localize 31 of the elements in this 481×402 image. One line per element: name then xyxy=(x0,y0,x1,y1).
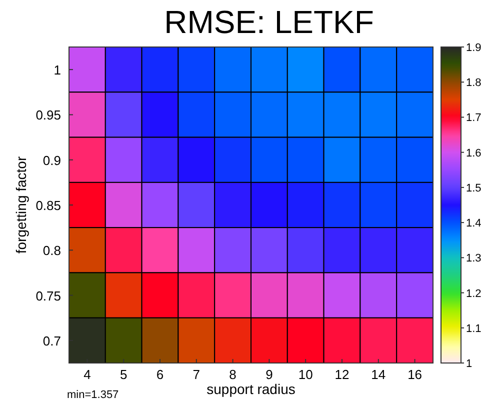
color-bar-label: 1.6 xyxy=(466,147,481,160)
color-bar-label: 1.9 xyxy=(466,42,481,54)
y-axis-title: forgetting factor xyxy=(13,156,29,254)
color-bar-label: 1 xyxy=(466,358,472,370)
y-tick-label: 0.8 xyxy=(42,243,61,258)
x-tick-label: 5 xyxy=(120,367,128,382)
x-tick-label: 16 xyxy=(408,367,422,382)
color-bar-label: 1.1 xyxy=(466,322,481,335)
y-tick-label: 0.95 xyxy=(36,108,61,123)
y-tick-label: 0.75 xyxy=(36,288,61,304)
y-tick-label: 0.9 xyxy=(42,152,61,168)
text: min=1.357 xyxy=(67,389,119,401)
x-axis-title: support radius xyxy=(206,381,296,397)
color-bar-label: 1.5 xyxy=(466,182,481,194)
x-tick-label: 8 xyxy=(229,367,236,382)
y-tick-label: 0.7 xyxy=(42,333,61,348)
y-tick-label: 1 xyxy=(54,62,61,78)
color-bar-label: 1.3 xyxy=(466,252,481,265)
x-tick-label: 10 xyxy=(298,367,313,382)
x-tick-label: 6 xyxy=(156,367,164,382)
color-bar-label: 1.8 xyxy=(466,77,481,90)
x-tick-label: 9 xyxy=(266,367,273,382)
chart-title: RMSE: LETKF xyxy=(164,4,374,40)
color-bar-label: 1.7 xyxy=(466,112,481,124)
x-tick-label: 4 xyxy=(84,367,91,382)
color-bar-label: 1.2 xyxy=(466,288,481,300)
y-tick-label: 0.85 xyxy=(36,198,61,213)
color-bar-label: 1.4 xyxy=(466,218,481,230)
x-tick-label: 7 xyxy=(192,367,200,382)
x-tick-label: 14 xyxy=(371,367,386,382)
x-tick-label: 12 xyxy=(334,367,350,382)
